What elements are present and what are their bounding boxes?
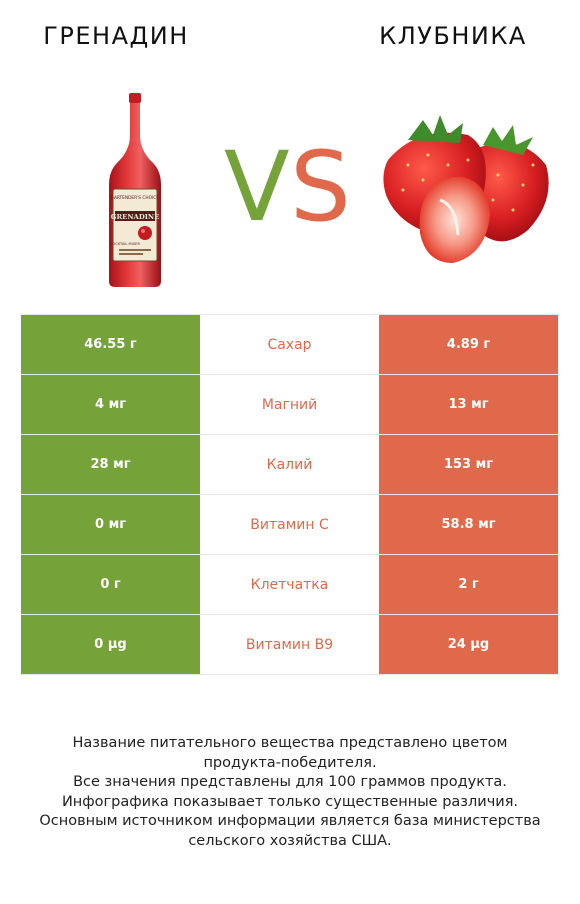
bottle-name-text: GRENADINE [111, 213, 160, 221]
left-product-title: ГРЕНАДИН [43, 22, 189, 50]
nutrient-name: Магний [200, 375, 379, 434]
nutrient-comparison-table: 46.55 г Сахар 4.89 г 4 мг Магний 13 мг 2… [21, 314, 558, 675]
strawberry-image [383, 115, 549, 263]
footer-line: Название питательного вещества представл… [72, 735, 508, 751]
right-value: 2 г [379, 555, 558, 614]
vs-logo: V S [224, 140, 351, 230]
right-value: 24 µg [379, 615, 558, 674]
left-value: 46.55 г [21, 315, 200, 374]
footer-line: продукта-победителя. [203, 754, 377, 771]
nutrient-name: Витамин C [200, 495, 379, 554]
nutrient-name: Клетчатка [200, 555, 379, 614]
table-row: 0 µg Витамин B9 24 µg [21, 615, 558, 675]
nutrient-name: Сахар [200, 315, 379, 374]
footer-line: Инфографика показывает только существенн… [61, 793, 519, 810]
table-row: 4 мг Магний 13 мг [21, 375, 558, 435]
right-value: 4.89 г [379, 315, 558, 374]
bottle-brand-text: BARTENDER'S CHOICE [111, 195, 159, 201]
vs-left-letter: V [224, 140, 290, 230]
left-value: 4 мг [21, 375, 200, 434]
footer-notes: Название питательного вещества представл… [10, 734, 570, 851]
left-value: 0 µg [21, 615, 200, 674]
left-value: 28 мг [21, 435, 200, 494]
right-value: 13 мг [379, 375, 558, 434]
bottle-sub-text: COCKTAIL MIXER [110, 242, 140, 246]
left-value: 0 мг [21, 495, 200, 554]
table-row: 0 г Клетчатка 2 г [21, 555, 558, 615]
nutrient-name: Витамин B9 [200, 615, 379, 674]
vs-right-letter: S [290, 140, 351, 230]
left-value: 0 г [21, 555, 200, 614]
nutrient-name: Калий [200, 435, 379, 494]
right-value: 153 мг [379, 435, 558, 494]
right-value: 58.8 мг [379, 495, 558, 554]
table-row: 46.55 г Сахар 4.89 г [21, 315, 558, 375]
footer-line: Все значения представлены для 100 граммо… [73, 774, 507, 790]
right-product-title: КЛУБНИКА [379, 22, 527, 50]
table-row: 28 мг Калий 153 мг [21, 435, 558, 495]
grenadine-bottle-image: BARTENDER'S CHOICE GRENADINE COCKTAIL MI… [109, 93, 161, 287]
footer-line: Основным источником информации является … [39, 813, 541, 829]
footer-line: сельского хозяйства США. [188, 832, 392, 849]
table-row: 0 мг Витамин C 58.8 мг [21, 495, 558, 555]
